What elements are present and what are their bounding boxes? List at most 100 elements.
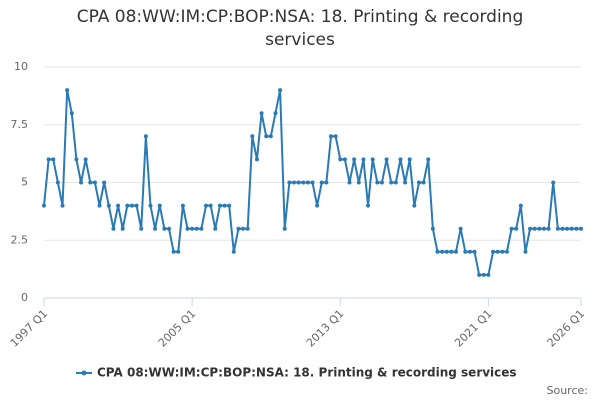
data-point xyxy=(134,203,139,208)
legend-marker xyxy=(81,370,87,376)
y-tick-label: 7.5 xyxy=(11,118,29,131)
data-point xyxy=(88,180,93,185)
data-point xyxy=(120,226,125,231)
data-point xyxy=(111,226,116,231)
data-point xyxy=(125,203,130,208)
data-point xyxy=(491,249,496,254)
chart-title: CPA 08:WW:IM:CP:BOP:NSA: 18. Printing & … xyxy=(76,7,524,50)
data-point xyxy=(199,226,204,231)
data-point xyxy=(579,226,583,231)
data-point xyxy=(407,157,412,162)
data-point xyxy=(454,249,459,254)
data-point xyxy=(245,226,250,231)
data-point xyxy=(315,203,320,208)
data-point xyxy=(329,134,334,139)
data-point xyxy=(157,203,162,208)
data-point xyxy=(171,249,176,254)
data-point xyxy=(504,249,509,254)
data-point xyxy=(310,180,315,185)
x-tick-label: 1997 Q1 xyxy=(8,307,51,350)
data-point xyxy=(282,226,287,231)
data-point xyxy=(370,157,375,162)
data-point xyxy=(477,272,482,277)
data-point xyxy=(481,272,486,277)
data-point xyxy=(555,226,560,231)
data-point xyxy=(143,134,148,139)
data-point xyxy=(42,203,46,208)
x-tick-label: 2005 Q1 xyxy=(156,307,199,350)
data-point xyxy=(537,226,542,231)
data-point xyxy=(472,249,477,254)
data-point xyxy=(384,157,389,162)
data-point xyxy=(486,272,491,277)
data-point xyxy=(458,226,463,231)
data-point xyxy=(546,226,551,231)
data-point xyxy=(518,203,523,208)
data-point xyxy=(97,203,102,208)
data-point xyxy=(162,226,167,231)
data-point xyxy=(361,157,366,162)
data-point xyxy=(148,203,153,208)
data-point xyxy=(301,180,306,185)
data-point xyxy=(569,226,574,231)
x-tick-label: 2013 Q1 xyxy=(304,307,347,350)
data-point xyxy=(389,180,394,185)
data-point xyxy=(500,249,505,254)
data-point xyxy=(194,226,199,231)
data-point xyxy=(278,88,283,93)
data-point xyxy=(463,249,468,254)
data-point xyxy=(217,203,222,208)
data-point xyxy=(444,249,449,254)
x-tick-label: 2026 Q1 xyxy=(545,307,588,350)
data-point xyxy=(241,226,246,231)
data-point xyxy=(129,203,134,208)
data-point xyxy=(366,203,371,208)
data-point xyxy=(83,157,88,162)
data-point xyxy=(69,111,74,116)
data-point xyxy=(287,180,292,185)
data-point xyxy=(333,134,338,139)
data-point xyxy=(268,134,273,139)
y-tick-label: 2.5 xyxy=(11,233,29,246)
data-point xyxy=(213,226,218,231)
data-point xyxy=(51,157,56,162)
data-point xyxy=(106,203,111,208)
data-point xyxy=(296,180,301,185)
data-point xyxy=(532,226,537,231)
data-point xyxy=(421,180,426,185)
data-point xyxy=(231,249,236,254)
data-point xyxy=(430,226,435,231)
data-point xyxy=(166,226,171,231)
data-point xyxy=(254,157,259,162)
data-point xyxy=(523,249,528,254)
data-point xyxy=(565,226,570,231)
data-point xyxy=(356,180,361,185)
data-point xyxy=(514,226,519,231)
data-point xyxy=(319,180,324,185)
data-point xyxy=(60,203,65,208)
data-point xyxy=(528,226,533,231)
data-point xyxy=(560,226,565,231)
data-point xyxy=(185,226,190,231)
data-point xyxy=(449,249,454,254)
data-point xyxy=(227,203,232,208)
x-tick-label: 2021 Q1 xyxy=(452,307,495,350)
data-point xyxy=(416,180,421,185)
data-point xyxy=(79,180,84,185)
data-point xyxy=(495,249,500,254)
data-point xyxy=(551,180,556,185)
data-point xyxy=(116,203,121,208)
data-point xyxy=(574,226,579,231)
y-tick-label: 10 xyxy=(14,60,28,73)
data-point xyxy=(324,180,329,185)
data-point xyxy=(352,157,357,162)
data-point xyxy=(403,180,408,185)
data-point xyxy=(347,180,352,185)
data-point xyxy=(342,157,347,162)
data-point xyxy=(74,157,79,162)
legend-label: CPA 08:WW:IM:CP:BOP:NSA: 18. Printing & … xyxy=(97,366,517,380)
data-point xyxy=(55,180,60,185)
data-point xyxy=(375,180,380,185)
